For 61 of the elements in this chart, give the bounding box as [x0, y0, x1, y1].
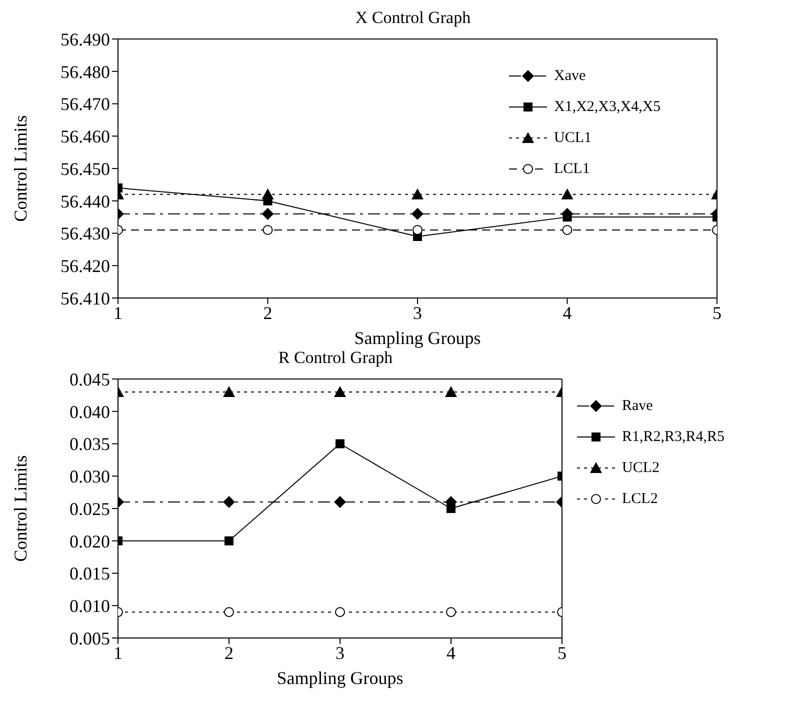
- y-tick-label: 56.420: [60, 256, 110, 276]
- x-tick-label: 1: [114, 302, 122, 323]
- point: [223, 496, 235, 508]
- x-axis-title: Sampling Groups: [354, 328, 481, 348]
- y-tick-label: 56.490: [60, 29, 110, 50]
- y-tick-label: 56.440: [60, 191, 110, 212]
- y-tick-label: 0.010: [70, 596, 110, 616]
- point: [412, 188, 424, 200]
- point: [412, 208, 424, 220]
- point: [335, 607, 345, 618]
- point: [445, 386, 457, 397]
- point: [334, 386, 346, 397]
- y-tick-label: 0.030: [70, 466, 110, 487]
- y-tick-label: 0.025: [70, 498, 110, 519]
- y-tick-label: 0.015: [70, 564, 110, 584]
- legend-label: UCL2: [622, 458, 660, 478]
- y-axis-title: Control Limits: [10, 115, 30, 222]
- x-tick-label: 5: [712, 302, 722, 323]
- legend-label: UCL1: [554, 128, 592, 148]
- y-tick-label: 56.410: [60, 288, 110, 308]
- point: [336, 439, 344, 448]
- y-tick-label: 0.005: [70, 628, 110, 648]
- point: [446, 607, 456, 618]
- x-axis-title: Sampling Groups: [276, 668, 404, 688]
- y-tick-label: 56.470: [60, 94, 110, 114]
- x-tick-label: 2: [224, 642, 234, 663]
- point: [224, 607, 234, 618]
- x-tick-label: 3: [413, 302, 422, 323]
- legend-label: LCL2: [622, 490, 658, 508]
- y-tick-label: 56.480: [60, 62, 110, 82]
- point: [562, 225, 572, 236]
- x-tick-label: 4: [446, 642, 456, 663]
- point: [561, 188, 574, 200]
- point: [262, 208, 274, 220]
- y-tick-label: 56.450: [60, 158, 110, 179]
- y-tick-label: 0.040: [70, 402, 110, 422]
- legend-label: LCL1: [554, 160, 590, 178]
- legend-label: Xave: [554, 66, 586, 86]
- x-tick-label: 4: [562, 302, 572, 323]
- legend-label: R1,R2,R3,R4,R5: [622, 428, 725, 446]
- point: [446, 504, 456, 513]
- y-tick-label: 56.430: [60, 224, 110, 244]
- x-tick-label: 1: [114, 642, 122, 663]
- x-tick-label: 5: [558, 642, 566, 663]
- legend-label: X1,X2,X3,X4,X5: [554, 98, 661, 116]
- legend-label: Rave: [622, 396, 653, 416]
- point: [223, 386, 235, 397]
- point: [334, 496, 346, 508]
- y-tick-label: 0.020: [70, 531, 110, 552]
- point: [262, 188, 274, 200]
- y-axis-title: Control Limits: [10, 455, 30, 562]
- y-tick-label: 56.460: [60, 126, 110, 147]
- y-tick-label: 0.045: [70, 369, 110, 390]
- point: [412, 225, 422, 236]
- y-tick-label: 0.035: [70, 434, 110, 454]
- x-tick-label: 2: [263, 302, 272, 323]
- chart-title: R Control Graph: [277, 348, 394, 369]
- point: [224, 536, 234, 546]
- x-tick-label: 3: [336, 642, 344, 663]
- point: [262, 225, 273, 236]
- chart-title: X Control Graph: [354, 8, 472, 29]
